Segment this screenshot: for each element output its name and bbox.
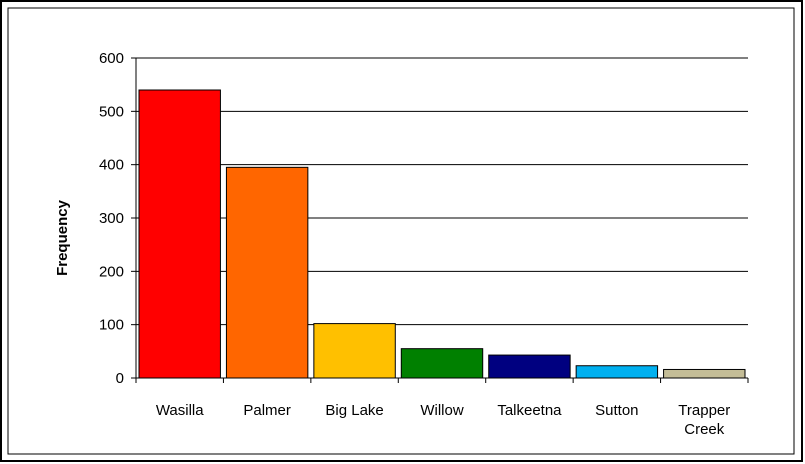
bar-wasilla bbox=[138, 89, 221, 379]
plot-area: 0 100 200 300 400 500 600 Wasilla Palmer Big Lake… bbox=[99, 50, 749, 438]
x-tick-label: Talkeetna bbox=[497, 402, 562, 419]
bar-talkeetna bbox=[488, 354, 571, 379]
y-tick-label: 400 bbox=[99, 157, 124, 174]
bar-sutton bbox=[575, 365, 659, 379]
x-tick-label: Trapper Creek bbox=[678, 402, 730, 438]
y-tick-label: 0 bbox=[116, 370, 124, 387]
inner-border bbox=[7, 7, 795, 455]
x-tick-label: Big Lake bbox=[325, 402, 383, 419]
x-tick-label: Sutton bbox=[595, 402, 638, 419]
y-tick-label: 100 bbox=[99, 317, 124, 334]
bar-big-lake bbox=[313, 323, 396, 379]
bar-willow bbox=[400, 348, 484, 379]
y-tick-label: 200 bbox=[99, 263, 124, 280]
x-tick-label: Willow bbox=[420, 402, 463, 419]
y-axis-label: Frequency bbox=[54, 199, 71, 276]
x-tick-label: Palmer bbox=[243, 402, 291, 419]
y-tick-label: 300 bbox=[99, 210, 124, 227]
bar-trapper-creek bbox=[663, 368, 746, 379]
y-tick-label: 600 bbox=[99, 50, 124, 67]
y-tick-label: 500 bbox=[99, 103, 124, 120]
x-tick-label: Wasilla bbox=[156, 402, 204, 419]
bar-palmer bbox=[225, 166, 309, 379]
